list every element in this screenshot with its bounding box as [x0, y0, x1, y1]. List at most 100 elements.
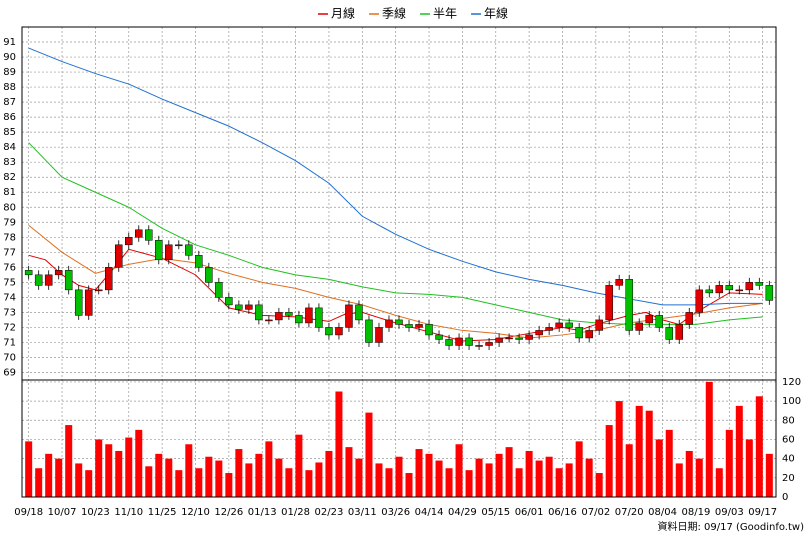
candle-body: [285, 312, 293, 316]
volume-bar: [405, 473, 413, 497]
candle-body: [215, 282, 223, 298]
y-tick-label: 73: [3, 307, 16, 318]
volume-bar: [355, 458, 363, 497]
candle-body: [665, 327, 673, 340]
candle-body: [295, 315, 303, 324]
x-tick-label: 09/03: [715, 507, 744, 518]
volume-bar: [345, 447, 353, 497]
candle-body: [725, 285, 734, 291]
volume-bar: [325, 450, 333, 497]
y-tick-label: 90: [3, 52, 16, 63]
candle-body: [255, 304, 263, 321]
volume-bar: [745, 439, 753, 497]
candle-body: [185, 244, 193, 256]
candle-body: [94, 289, 103, 292]
y-tick-label: 89: [3, 67, 16, 78]
x-tick-label: 09/18: [14, 507, 43, 518]
volume-bar: [425, 453, 433, 497]
candle-body: [175, 244, 183, 247]
y-tick-label: 79: [3, 217, 16, 228]
candle-body: [625, 279, 633, 331]
volume-bar: [455, 444, 463, 497]
volume-bar: [395, 456, 403, 497]
candle-body: [345, 304, 353, 328]
volume-bar: [25, 441, 33, 497]
volume-bar: [675, 463, 683, 497]
ma-line: [28, 47, 763, 306]
volume-bar: [515, 468, 523, 497]
volume-bar: [625, 444, 633, 497]
candle-body: [365, 319, 373, 343]
y-tick-label: 91: [3, 37, 16, 48]
candle-body: [64, 270, 73, 291]
candle-body: [34, 274, 43, 286]
volume-bar: [525, 450, 533, 497]
volume-bar: [495, 453, 503, 497]
candle-body: [765, 285, 774, 301]
y-tick-label: 85: [3, 127, 16, 138]
candle-body: [755, 282, 764, 286]
candle-body: [705, 289, 714, 294]
volume-bar: [275, 458, 283, 497]
y-tick-label: 74: [3, 292, 16, 303]
volume-bar: [565, 463, 573, 497]
volume-bar: [265, 441, 273, 497]
candle-body: [445, 339, 453, 346]
volume-bar: [415, 449, 423, 497]
candle-body: [505, 337, 513, 340]
candle-body: [605, 285, 613, 321]
y-tick-label: 69: [3, 367, 16, 378]
candle-body: [635, 322, 643, 331]
volume-bar: [365, 412, 373, 497]
candle-body: [44, 274, 53, 286]
candle-body: [135, 229, 143, 238]
y-tick-label: 88: [3, 82, 16, 93]
candle-body: [715, 285, 724, 294]
candle-body: [205, 267, 213, 283]
x-tick-label: 03/11: [348, 507, 377, 518]
volume-bar: [635, 405, 643, 497]
volume-bar: [545, 456, 553, 497]
volume-bar: [75, 463, 83, 497]
x-tick-label: 01/13: [248, 507, 277, 518]
legend-label: 半年: [433, 7, 457, 21]
candle-body: [195, 255, 203, 268]
candle-body: [515, 337, 523, 340]
candle-body: [475, 345, 483, 347]
y2-tick-label: 0: [782, 492, 788, 503]
y-tick-label: 83: [3, 157, 16, 168]
x-tick-label: 07/20: [615, 507, 644, 518]
volume-bar: [55, 458, 63, 497]
volume-bar: [725, 429, 733, 497]
candle-body: [114, 244, 123, 268]
volume-bar: [185, 444, 193, 497]
volume-bar: [435, 460, 443, 497]
candle-body: [615, 279, 623, 286]
volume-bar: [225, 473, 233, 497]
x-tick-label: 05/15: [481, 507, 510, 518]
candle-body: [104, 267, 113, 291]
candle-body: [355, 304, 363, 321]
volume-bar: [165, 458, 173, 497]
volume-bar: [245, 463, 253, 497]
volume-bar: [85, 470, 93, 497]
x-tick-label: 10/23: [81, 507, 110, 518]
candle-body: [495, 337, 503, 343]
candle-body: [465, 337, 473, 346]
volume-bar: [105, 444, 113, 497]
x-tick-label: 04/14: [415, 507, 444, 518]
volume-bar: [445, 468, 453, 497]
x-tick-label: 08/04: [648, 507, 677, 518]
candle-body: [735, 289, 744, 292]
candle-body: [545, 327, 553, 331]
volume-bar: [475, 458, 483, 497]
y2-tick-label: 20: [782, 473, 795, 484]
y-tick-label: 72: [3, 322, 16, 333]
candle-body: [675, 324, 684, 340]
candle-body: [335, 327, 343, 336]
volume-bar: [385, 468, 393, 497]
volume-bar: [755, 396, 763, 497]
volume-bar: [505, 447, 513, 497]
